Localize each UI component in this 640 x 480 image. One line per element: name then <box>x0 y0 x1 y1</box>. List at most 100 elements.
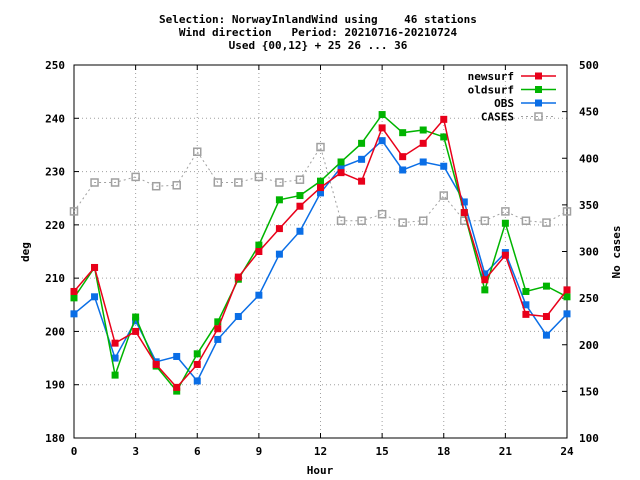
point-obs <box>378 137 386 145</box>
legend-label-newsurf: newsurf <box>468 70 514 83</box>
x-tick-label: 3 <box>132 445 139 458</box>
y2-tick-label: 250 <box>579 292 599 305</box>
point-oldsurf <box>337 158 345 166</box>
point-newsurf <box>255 248 263 255</box>
point-obs <box>358 155 366 163</box>
point-obs <box>337 163 345 171</box>
point-newsurf <box>152 360 160 368</box>
legend-item-obs: OBS <box>494 97 556 110</box>
point-newsurf <box>542 313 550 321</box>
point-oldsurf <box>111 371 119 379</box>
point-obs <box>460 198 468 206</box>
chart-title-line-3: Used {00,12} + 25 26 ... 36 <box>229 39 408 52</box>
point-obs <box>255 291 263 299</box>
chart-title-line-1: Selection: NorwayInlandWind using 46 sta… <box>159 13 477 26</box>
point-oldsurf <box>501 219 509 227</box>
point-newsurf <box>337 169 345 177</box>
y-tick-label: 180 <box>45 432 65 445</box>
point-obs <box>111 354 119 362</box>
point-obs <box>440 162 448 170</box>
point-cases <box>336 216 346 225</box>
point-newsurf <box>481 276 489 284</box>
point-cases <box>295 175 305 184</box>
point-cases <box>501 207 510 216</box>
x-tick-label: 9 <box>256 445 263 458</box>
point-newsurf <box>234 273 242 281</box>
y2-tick-label: 200 <box>579 339 599 352</box>
point-cases <box>193 147 202 156</box>
point-newsurf <box>132 327 140 335</box>
point-newsurf <box>460 209 468 217</box>
series-cases <box>69 142 572 227</box>
legend-label-cases: CASES <box>481 111 514 124</box>
point-obs <box>481 270 489 278</box>
y-tick-label: 220 <box>45 219 65 232</box>
point-cases <box>357 216 366 225</box>
point-newsurf <box>440 115 448 123</box>
chart-title-line-2: Wind direction Period: 20210716-20210724 <box>179 26 458 39</box>
point-newsurf <box>419 139 427 147</box>
legend-marker-oldsurf <box>535 86 542 93</box>
point-cases <box>234 178 243 187</box>
point-newsurf <box>501 251 509 259</box>
point-oldsurf <box>481 286 489 294</box>
x-tick-label: 18 <box>437 445 450 458</box>
y-tick-label: 230 <box>45 166 65 179</box>
point-newsurf <box>70 287 78 295</box>
point-oldsurf <box>173 387 181 395</box>
point-oldsurf <box>440 133 448 141</box>
point-obs <box>234 313 242 321</box>
point-cases <box>254 172 264 182</box>
legend-label-obs: OBS <box>494 97 514 110</box>
series <box>69 111 572 395</box>
y2-tick-label: 400 <box>579 152 599 165</box>
point-oldsurf <box>378 111 386 119</box>
series-line-cases <box>73 145 568 224</box>
point-oldsurf <box>522 287 530 295</box>
point-cases <box>439 191 448 200</box>
y2-tick-label: 300 <box>579 246 599 259</box>
point-newsurf <box>378 124 386 132</box>
point-newsurf <box>563 286 571 294</box>
point-cases <box>377 209 387 219</box>
point-obs <box>275 250 283 258</box>
y-axis-label: deg <box>19 242 32 262</box>
point-oldsurf <box>296 192 304 200</box>
point-obs <box>91 293 99 301</box>
legend-marker-cases <box>534 112 543 121</box>
point-obs <box>132 317 140 325</box>
point-obs <box>317 189 324 197</box>
point-obs <box>296 227 304 235</box>
point-oldsurf <box>275 196 283 204</box>
point-cases <box>460 216 469 225</box>
point-cases <box>172 181 181 190</box>
legend-marker-newsurf <box>535 72 542 80</box>
y2-tick-label: 500 <box>579 59 599 72</box>
point-oldsurf <box>255 241 263 249</box>
point-oldsurf <box>399 129 407 137</box>
y-tick-label: 210 <box>45 272 65 285</box>
point-obs <box>214 335 222 343</box>
y2-tick-label: 450 <box>579 106 599 119</box>
y-tick-label: 200 <box>45 325 65 338</box>
point-cases <box>69 207 79 216</box>
y2-axis-label: No cases <box>610 226 623 279</box>
y2-tick-label: 350 <box>579 199 599 212</box>
point-newsurf <box>296 202 304 210</box>
point-newsurf <box>275 225 283 233</box>
x-tick-label: 15 <box>376 445 389 458</box>
point-cases <box>151 181 161 191</box>
point-oldsurf <box>132 313 140 321</box>
y2-tick-label: 100 <box>579 432 599 445</box>
point-obs <box>542 331 550 339</box>
legend-item-oldsurf: oldsurf <box>468 84 556 97</box>
point-cases <box>480 216 490 225</box>
point-cases <box>316 142 325 152</box>
point-cases <box>213 178 223 187</box>
x-tick-label: 21 <box>499 445 513 458</box>
point-newsurf <box>91 263 99 271</box>
point-newsurf <box>111 339 119 347</box>
point-cases <box>90 178 99 187</box>
point-oldsurf <box>542 282 550 290</box>
